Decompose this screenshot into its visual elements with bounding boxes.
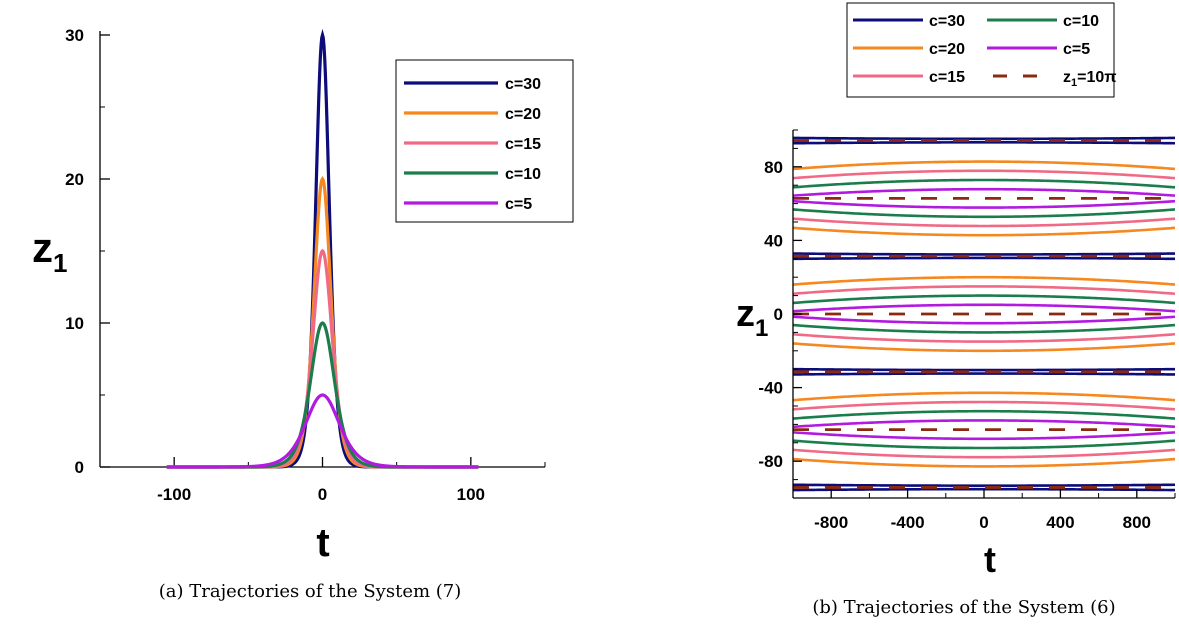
chart-b-y-axis-title: z1	[736, 293, 768, 342]
chart-a-x-tick-label: 0	[318, 485, 327, 504]
chart-a-legend-label: c=10	[505, 166, 541, 183]
chart-b-series-line	[792, 199, 1176, 209]
chart-b-x-axis-title: t	[984, 539, 996, 580]
chart-a-y-tick-label: 30	[65, 26, 84, 45]
chart-b-series-line	[792, 448, 1176, 459]
chart-a-series-line	[166, 248, 479, 469]
chart-b-series-line	[792, 141, 1176, 145]
chart-b-x-tick-label: 0	[979, 513, 988, 532]
chart-b-x-tick-label: 400	[1046, 513, 1074, 532]
chart-a-series	[166, 28, 479, 469]
chart-b-series-line	[792, 391, 1176, 402]
chart-b-series-line	[792, 342, 1176, 353]
chart-a-x-tick-label: -100	[157, 485, 191, 504]
chart-b-series-line	[792, 419, 1176, 429]
chart-b-series-line	[792, 400, 1176, 411]
chart-b-series-line	[792, 315, 1176, 325]
chart-a: 0 10 20 30 -100 0 100 z1 t c=30 c=20 c=15 c=10 c=5…	[32, 26, 574, 602]
chart-b-series-line	[792, 178, 1176, 189]
chart-b-series-line	[792, 367, 1176, 372]
chart-b-series-line	[792, 439, 1176, 450]
chart-b-y-tick-label: 80	[764, 158, 783, 177]
chart-b-series-line	[792, 217, 1176, 228]
chart-b: c=30 c=10c=20 c=5c=15 z1=10π -80-4004080-80…	[736, 2, 1176, 618]
chart-b-series-line	[792, 252, 1176, 256]
chart-b-series-line	[792, 332, 1176, 343]
chart-b-series-line	[792, 160, 1176, 171]
chart-b-series-line	[792, 457, 1176, 468]
chart-a-legend-label: c=5	[505, 196, 532, 213]
chart-b-x-tick-label: -800	[814, 513, 848, 532]
chart-a-x-tick-label: 100	[457, 485, 485, 504]
chart-b-legend-label: c=5	[1063, 41, 1090, 58]
chart-b-series-line	[792, 136, 1176, 141]
chart-a-legend: c=30 c=20 c=15 c=10 c=5	[395, 59, 574, 223]
chart-b-series-line	[792, 285, 1176, 296]
chart-b-series-line	[792, 303, 1176, 313]
chart-b-series-line	[792, 256, 1176, 261]
chart-a-y-tick-label: 0	[75, 458, 84, 477]
chart-a-legend-box	[395, 59, 574, 223]
chart-b-legend-label: z1=10π	[1063, 69, 1117, 89]
chart-b-series-line	[792, 323, 1176, 334]
chart-b-x-tick-label: -400	[891, 513, 925, 532]
chart-a-legend-label: c=20	[505, 106, 541, 123]
figure-a-caption: (a) Trajectories of the System (7)	[159, 581, 462, 602]
chart-b-legend-label: c=20	[929, 41, 965, 58]
chart-a-y-axis-title: z1	[32, 224, 67, 278]
chart-b-series-line	[792, 372, 1176, 376]
chart-b-legend-label: c=10	[1063, 13, 1099, 30]
chart-b-series-line	[792, 208, 1176, 219]
chart-b-series-line	[792, 187, 1176, 197]
chart-b-y-tick-label: 0	[774, 305, 783, 324]
chart-b-series-line	[792, 226, 1176, 237]
chart-a-legend-label: c=15	[505, 136, 541, 153]
chart-b-series	[792, 136, 1176, 492]
chart-b-y-tick-label: 40	[764, 231, 783, 250]
chart-a-legend-label: c=30	[505, 76, 541, 93]
chart-a-y-tick-label: 20	[65, 170, 84, 189]
chart-b-y-tick-label: -80	[758, 452, 783, 471]
figure-b-caption: (b) Trajectories of the System (6)	[812, 597, 1115, 618]
chart-b-y-tick-label: -40	[758, 379, 783, 398]
chart-b-series-line	[792, 275, 1176, 286]
chart-a-y-tick-label: 10	[65, 314, 84, 333]
chart-b-legend: c=30 c=10 c=20 c=5 c=15 z1=10π	[846, 2, 1117, 98]
chart-b-x-tick-label: 800	[1123, 513, 1151, 532]
chart-b-series-line	[792, 431, 1176, 441]
chart-a-series-line	[166, 393, 479, 469]
chart-a-x-axis-title: t	[316, 521, 329, 565]
chart-b-series-line	[792, 483, 1176, 487]
chart-b-series-line	[792, 409, 1176, 420]
chart-b-legend-label: c=30	[929, 13, 965, 30]
chart-b-series-line	[792, 294, 1176, 305]
chart-b-legend-label: c=15	[929, 69, 965, 86]
chart-b-series-line	[792, 169, 1176, 180]
